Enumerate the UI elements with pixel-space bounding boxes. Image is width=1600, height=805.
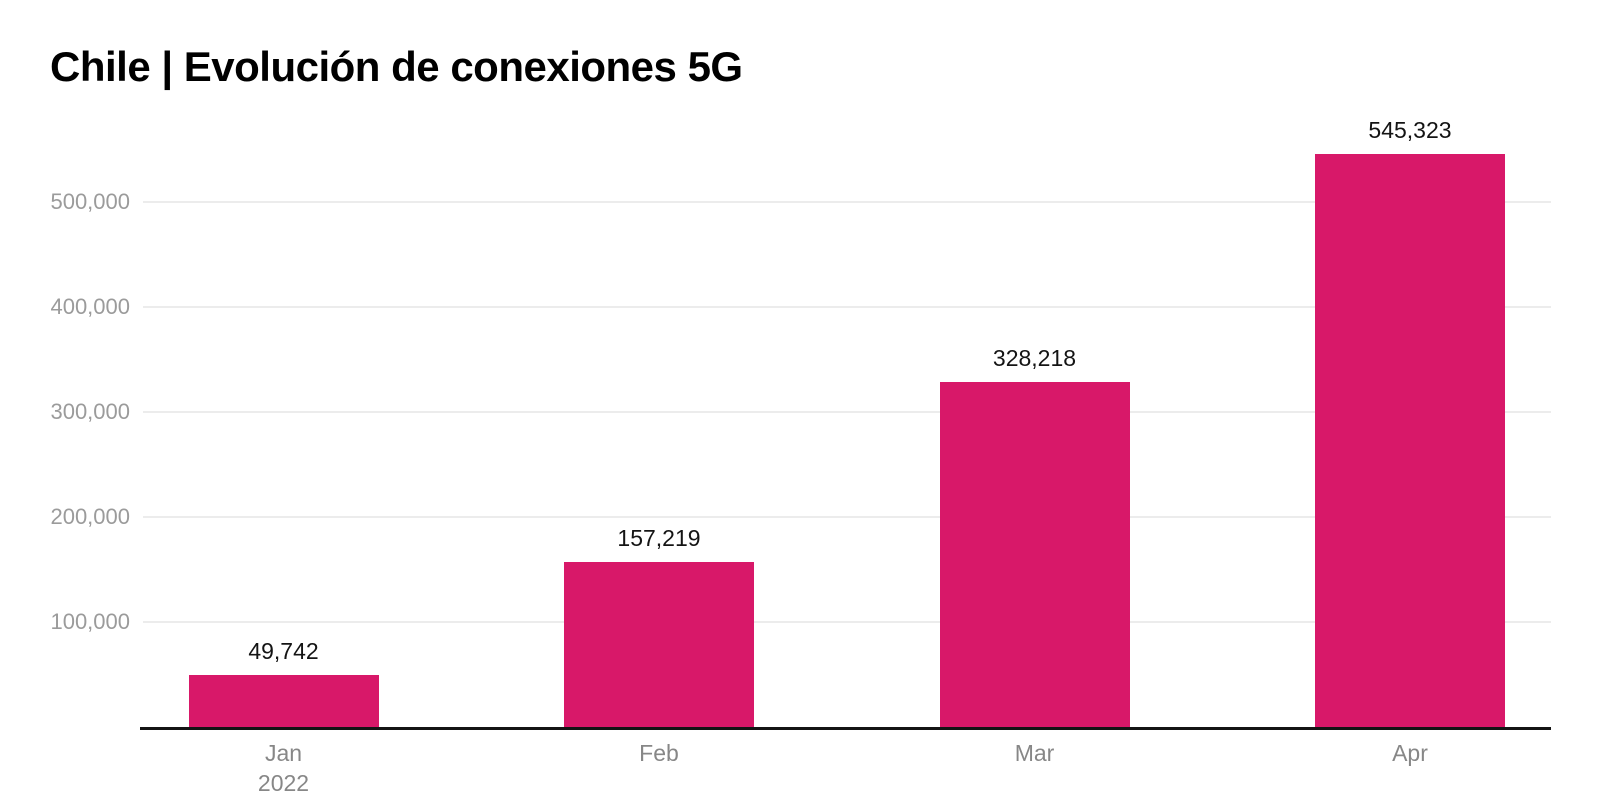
y-axis-tick-label: 200,000 (50, 504, 130, 529)
x-axis-line (140, 727, 1551, 730)
bar-value-label: 157,219 (617, 524, 701, 551)
y-axis-tick-label: 500,000 (50, 189, 130, 214)
gridline (143, 621, 1551, 623)
x-axis-tick-label: Jan 2022 (257, 740, 310, 796)
y-axis-tick-label: 400,000 (50, 294, 130, 319)
y-axis-tick-label: 300,000 (50, 399, 130, 424)
x-axis-tick-label: Apr (1392, 740, 1428, 766)
x-axis-tick-label: Feb (639, 740, 679, 766)
x-axis-tick-label: Mar (1014, 740, 1055, 766)
gridline (143, 201, 1551, 203)
bar-value-label: 49,742 (248, 637, 319, 664)
gridline (143, 516, 1551, 518)
bar-mar (939, 382, 1130, 727)
gridline (143, 306, 1551, 308)
chart-title: Chile | Evolución de conexiones 5G (50, 43, 743, 90)
bar-feb (564, 561, 754, 727)
bar-value-label: 545,323 (1368, 117, 1452, 144)
bar-jan (188, 674, 379, 727)
bar-apr (1315, 154, 1505, 727)
bar-value-label: 328,218 (992, 345, 1077, 372)
gridline (143, 411, 1551, 413)
y-axis-tick-label: 100,000 (50, 609, 130, 634)
